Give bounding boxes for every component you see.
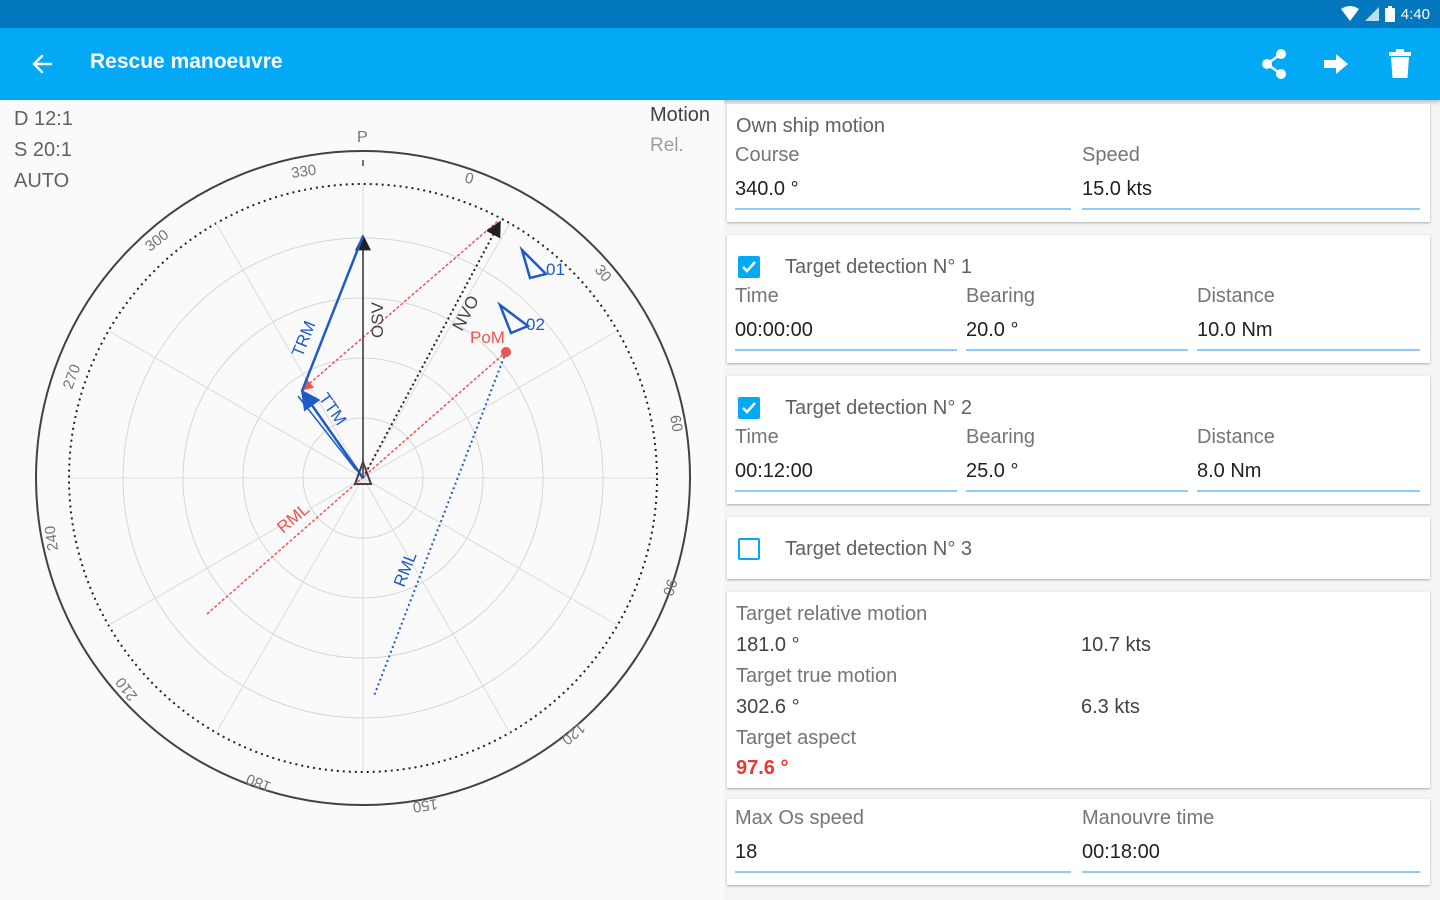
outer-ring (35, 150, 691, 806)
bearing-label-300: 300 (142, 226, 172, 255)
trm-vector (300, 235, 365, 392)
wifi-icon (1340, 6, 1359, 22)
detection-1-distance-label: Distance (1197, 285, 1275, 307)
detection-2-distance-label: Distance (1197, 426, 1275, 448)
speed-input[interactable]: 15.0 kts (1082, 174, 1420, 210)
pom-point (501, 347, 511, 357)
own-ship-card: Own ship motion Course 340.0 ° Speed 15.… (727, 104, 1430, 222)
own-ship-marker (353, 459, 373, 485)
detection-2-distance-input[interactable]: 8.0 Nm (1197, 456, 1420, 492)
rml-line-blue (373, 351, 507, 697)
check-icon (742, 261, 756, 273)
ttm-vector-outline (297, 395, 357, 471)
target-1-label: 01 (546, 260, 565, 279)
status-bar: 4:40 (0, 0, 1440, 28)
bearing-label-90: 90 (659, 577, 680, 598)
manoeuvre-time-input[interactable]: 00:18:00 (1082, 837, 1420, 873)
detection-1-bearing-input[interactable]: 20.0 ° (966, 315, 1188, 351)
share-icon (1262, 49, 1286, 79)
check-icon (742, 402, 756, 414)
delete-icon (1389, 49, 1411, 78)
bearing-label-120: 120 (558, 719, 588, 748)
detection-1-checkbox[interactable] (738, 256, 760, 278)
true-motion-label: Target true motion (736, 665, 898, 687)
target-2-marker (497, 301, 531, 335)
relative-course-value: 181.0 ° (736, 634, 800, 656)
detection-1-bearing-label: Bearing (966, 285, 1035, 307)
signal-icon (1364, 7, 1379, 21)
status-time: 4:40 (1400, 5, 1430, 23)
delete-button[interactable] (1378, 42, 1422, 86)
detection-1-time-input[interactable]: 00:00:00 (735, 315, 957, 351)
target-2-label: 02 (526, 315, 545, 334)
detection-1-title: Target detection N° 1 (785, 256, 972, 278)
detection-card-2: Target detection N° 2 Time 00:12:00 Bear… (727, 376, 1430, 504)
bearing-label-330: 330 (290, 162, 317, 182)
bearing-label-240: 240 (42, 525, 62, 552)
vector-labels: OSV NVO TRM TTM RML RML PoM 01 02 (273, 260, 565, 589)
detection-2-bearing-label: Bearing (966, 426, 1035, 448)
speed-scale: S 20:1 (14, 139, 72, 161)
bearing-label-180: 180 (244, 770, 274, 795)
relative-speed-value: 10.7 kts (1081, 634, 1152, 656)
app-bar: Rescue manoeuvre (0, 28, 1440, 100)
true-course-value: 302.6 ° (736, 696, 800, 718)
own-vector-label: OSV (368, 301, 387, 338)
rml-label-1: RML (273, 499, 313, 537)
pom-label: PoM (470, 328, 505, 347)
bearing-label-210: 210 (112, 674, 141, 704)
scale-info: D 12:1 S 20:1 AUTO (14, 104, 73, 197)
bearing-labels: 0 30 60 90 120 150 180 210 240 270 300 3… (42, 162, 686, 816)
detection-1-distance-input[interactable]: 10.0 Nm (1197, 315, 1420, 351)
relative-motion-label: Target relative motion (736, 603, 928, 625)
back-arrow-icon (32, 54, 53, 74)
forward-arrow-icon (1324, 54, 1348, 74)
app-title: Rescue manoeuvre (90, 50, 283, 73)
bearing-label-150: 150 (412, 795, 439, 815)
manoeuvre-card: Max Os speed 18 Manouvre time 00:18:00 (727, 799, 1430, 885)
detection-card-3: Target detection N° 3 (727, 517, 1430, 579)
maneuvering-board[interactable]: P 0 30 60 90 120 150 180 210 240 270 300… (0, 100, 724, 900)
detection-2-title: Target detection N° 2 (785, 397, 972, 419)
detection-2-time-input[interactable]: 00:12:00 (735, 456, 957, 492)
course-label: Course (735, 144, 800, 166)
scale-mode: AUTO (14, 170, 70, 192)
detection-2-checkbox[interactable] (738, 397, 760, 419)
target-1-marker (519, 245, 549, 280)
north-marker: P (357, 129, 368, 146)
aspect-value: 97.6 ° (736, 757, 789, 779)
battery-icon (1384, 6, 1395, 22)
distance-scale: D 12:1 (14, 108, 73, 130)
detection-3-title: Target detection N° 3 (785, 538, 972, 560)
trm-label: TRM (288, 318, 319, 359)
max-speed-input[interactable]: 18 (735, 837, 1071, 873)
forward-button[interactable] (1314, 42, 1358, 86)
new-own-vector (362, 220, 501, 479)
back-button[interactable] (22, 44, 62, 84)
share-button[interactable] (1252, 42, 1296, 86)
bearing-label-0: 0 (463, 169, 475, 188)
ttm-vector (300, 389, 365, 479)
speed-label: Speed (1082, 144, 1140, 166)
course-input[interactable]: 340.0 ° (735, 174, 1071, 210)
motion-label: Motion (650, 104, 711, 126)
motion-mode-toggle[interactable]: Rel. (650, 135, 684, 156)
results-card: Target relative motion 181.0 ° 10.7 kts … (727, 592, 1430, 788)
plot-panel: P 0 30 60 90 120 150 180 210 240 270 300… (0, 100, 724, 900)
detection-card-1: Target detection N° 1 Time 00:00:00 Bear… (727, 235, 1430, 363)
bearing-label-270: 270 (60, 362, 85, 391)
manoeuvre-time-label: Manouvre time (1082, 807, 1215, 829)
detection-1-time-label: Time (735, 285, 779, 307)
rml-vector-red (301, 220, 499, 391)
own-ship-title: Own ship motion (736, 115, 885, 137)
detection-2-bearing-input[interactable]: 25.0 ° (966, 456, 1188, 492)
status-icons: 4:40 (1340, 3, 1430, 25)
true-speed-value: 6.3 kts (1081, 696, 1140, 718)
detection-2-time-label: Time (735, 426, 779, 448)
aspect-label: Target aspect (736, 727, 857, 749)
bearing-label-60: 60 (666, 414, 686, 433)
detection-3-checkbox[interactable] (738, 538, 760, 560)
rml-line-red (206, 351, 507, 615)
max-speed-label: Max Os speed (735, 807, 864, 829)
